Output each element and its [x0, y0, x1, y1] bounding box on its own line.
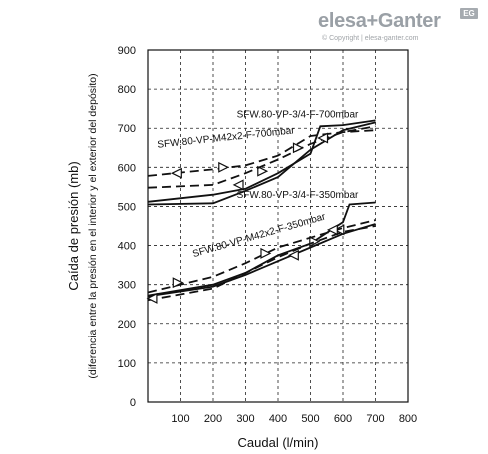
series-arrow-1 [218, 161, 230, 173]
x-tick-label: 400 [269, 413, 287, 425]
series-arrow-3 [260, 247, 272, 259]
x-tick-label: 800 [399, 413, 417, 425]
x-axis-label: Caudal (l/min) [238, 435, 319, 450]
series-annotation: SFW.80-VP-M42x2-F-350mbar [191, 211, 327, 260]
x-tick-label: 600 [334, 413, 352, 425]
series-arrow-1 [292, 142, 304, 154]
series-line-2 [147, 201, 376, 297]
series-arrow-3 [326, 224, 338, 236]
brand-badge: EG [460, 8, 478, 19]
series-annotation: SFW.80-VP-M42x2-F-700mbar [157, 125, 296, 150]
series-arrow-2 [287, 249, 299, 261]
y-tick-label: 300 [118, 280, 136, 292]
x-tick-label: 700 [366, 413, 384, 425]
y-tick-label: 800 [118, 84, 136, 96]
plot-frame [147, 49, 409, 403]
y-tick-label: 700 [118, 123, 136, 135]
y-tick-label: 200 [118, 319, 136, 331]
x-tick-label: 100 [171, 413, 189, 425]
x-tick-label: 300 [236, 413, 254, 425]
series-annotation: SFW.80-VP-3/4-F-700mbar [237, 110, 359, 121]
y-tick-label: 600 [118, 162, 136, 174]
brand-logo-text: elesa+Ganter [318, 10, 441, 32]
y-axis-label: Caída de presión (mb) [66, 161, 81, 290]
y-axis-sublabel: (diferencia entre la presión en el inter… [87, 73, 99, 378]
brand-logo: elesa+Ganter © Copyright | elesa-ganter.… [318, 8, 483, 48]
y-tick-label: 0 [130, 397, 136, 409]
series-arrow-0 [257, 165, 269, 177]
series-arrow-0 [232, 179, 244, 191]
series-arrow-3 [172, 277, 184, 289]
y-tick-label: 900 [118, 45, 136, 57]
series-arrow-3 [146, 292, 158, 304]
series-line-1 [147, 125, 376, 189]
brand-copyright: © Copyright | elesa-ganter.com [322, 35, 419, 42]
y-tick-label: 500 [118, 201, 136, 213]
x-tick-label: 500 [301, 413, 319, 425]
series-line-0 [147, 121, 376, 206]
series-arrow-1 [170, 167, 182, 179]
y-tick-label: 100 [118, 358, 136, 370]
y-tick-label: 400 [118, 241, 136, 253]
series-line-0 [147, 119, 376, 203]
x-tick-label: 200 [204, 413, 222, 425]
series-annotation: SFW.80-VP-3/4-F-350mbar [237, 190, 359, 201]
series-arrow-1 [317, 132, 329, 144]
series-line-1 [147, 129, 376, 177]
